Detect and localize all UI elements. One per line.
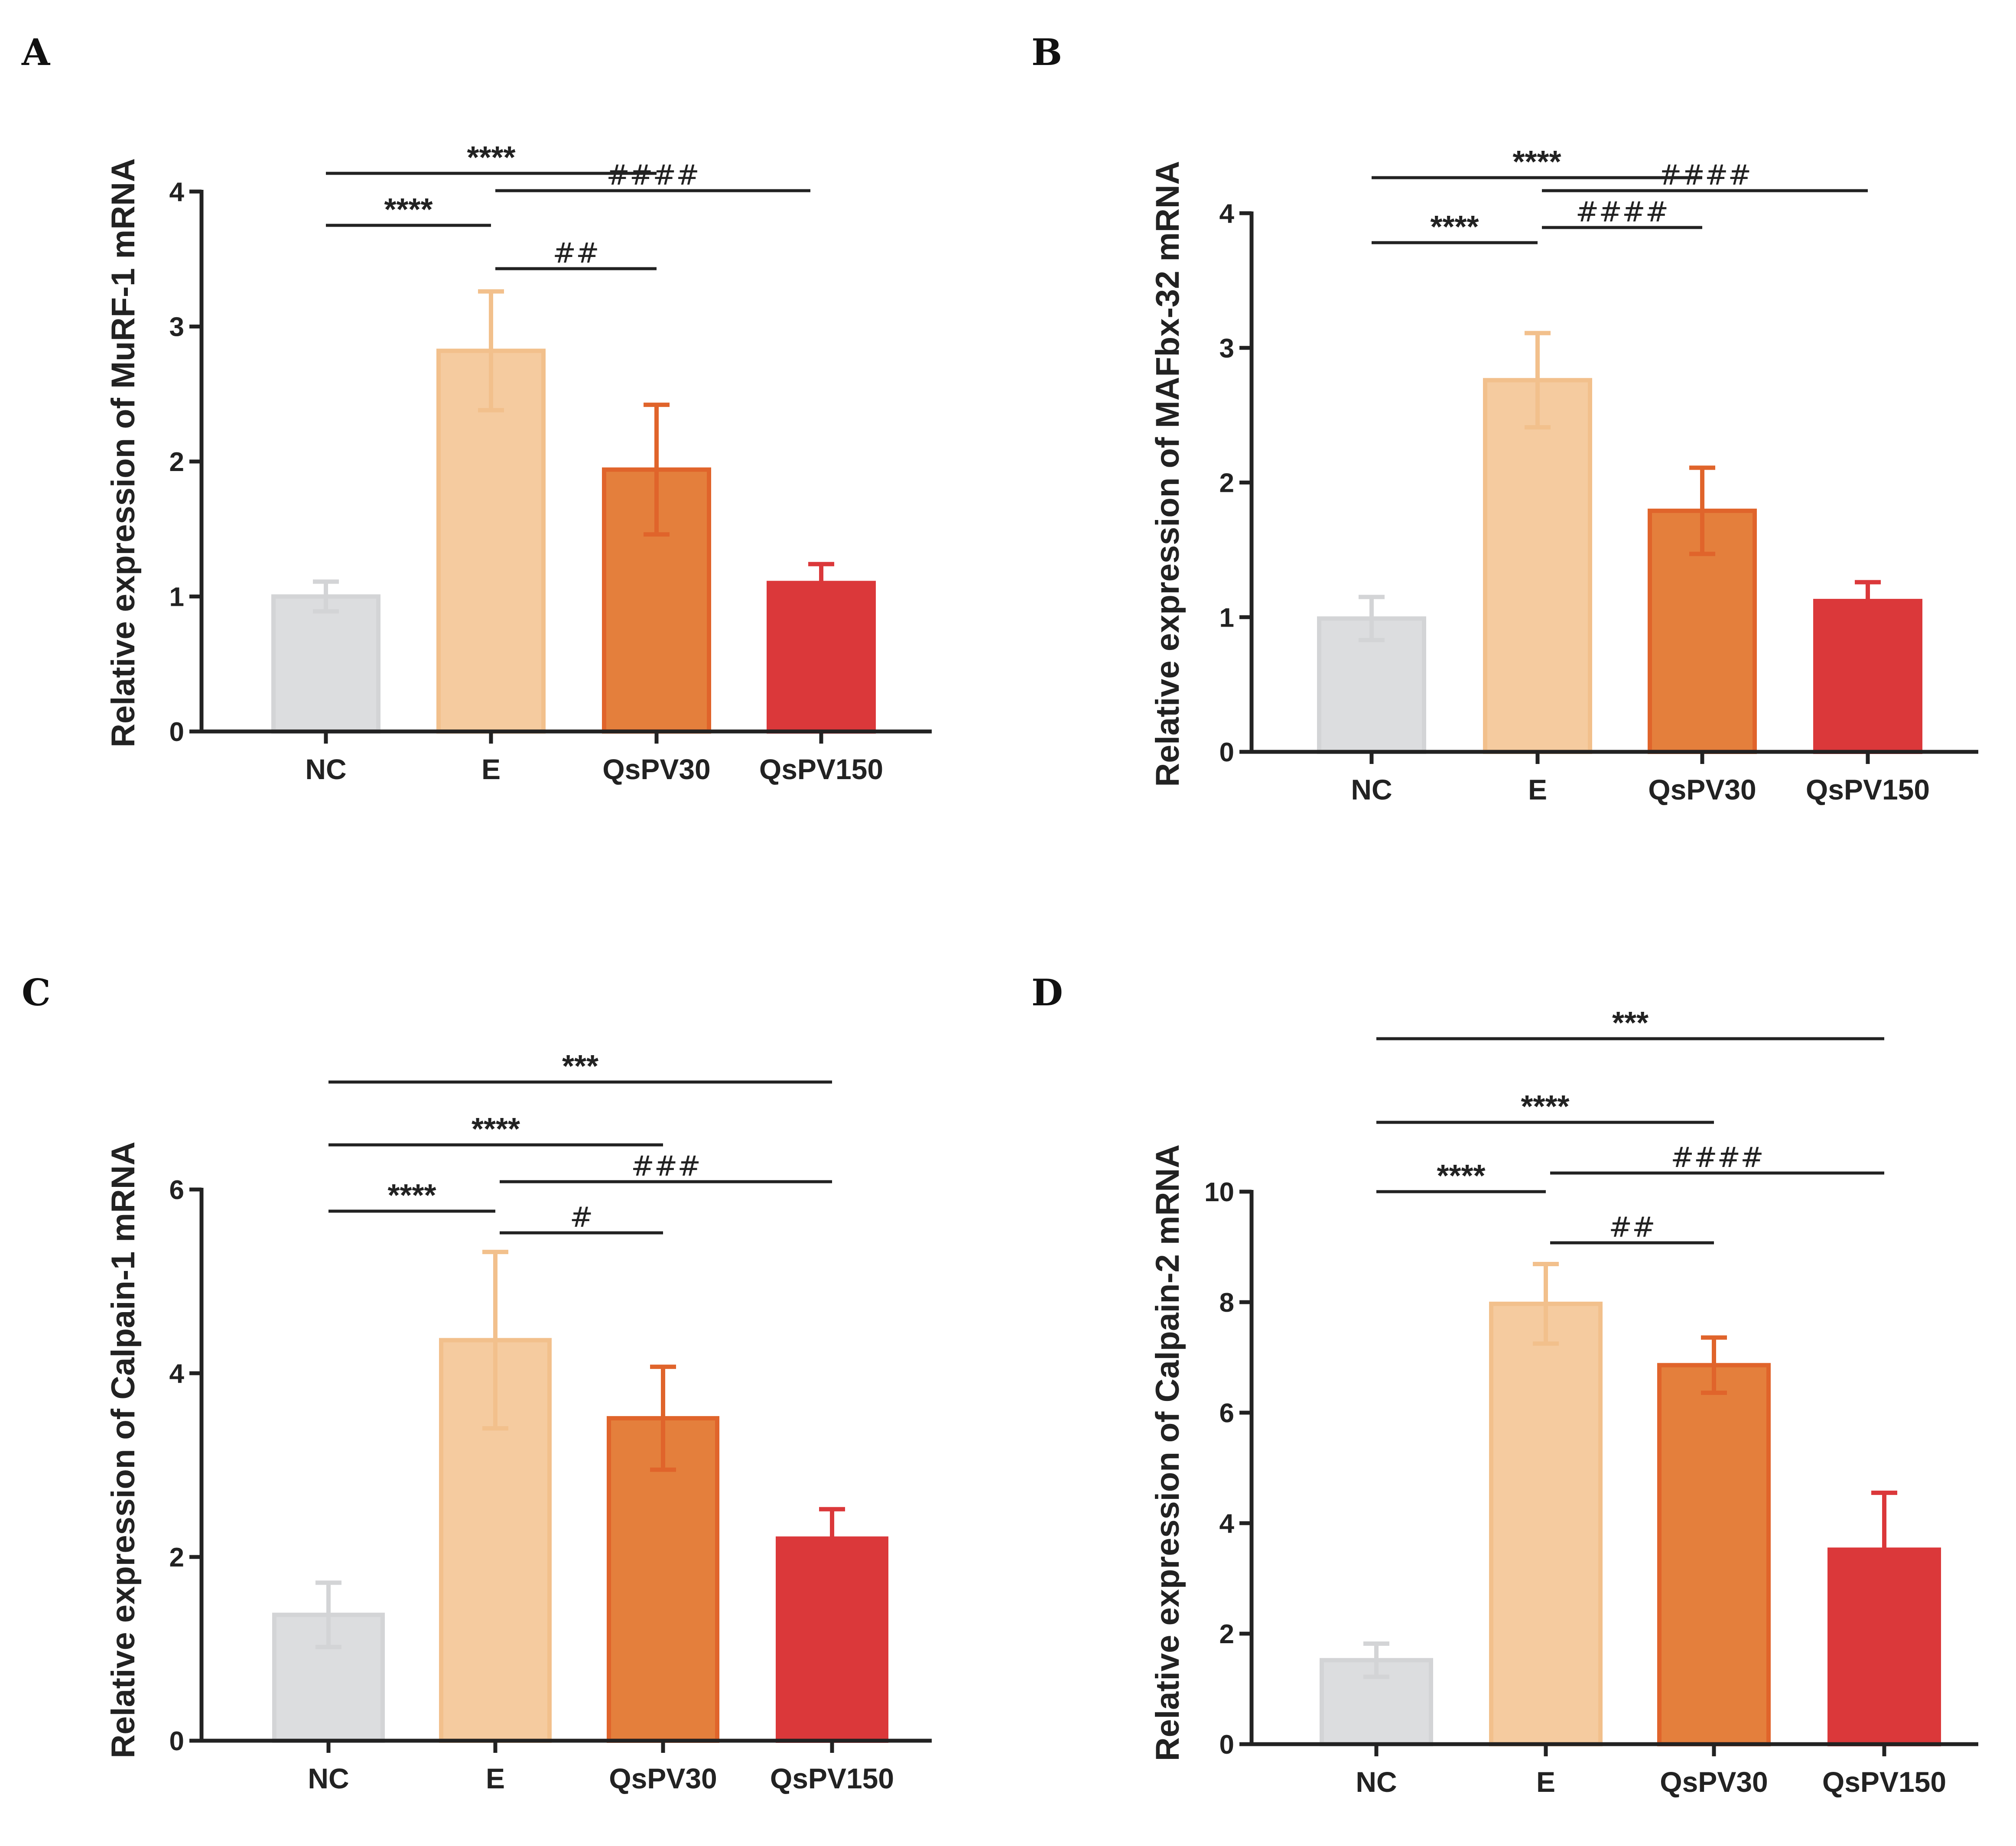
panel-d: D 0 2 4 6 8 10 NC E QsPV30 QsPV150 Relative express… (1031, 971, 1978, 1798)
y-axis-title: Relative expression of Calpain-1 mRNA (105, 1141, 142, 1758)
x-tick-label-qspv150: QsPV150 (1822, 1766, 1946, 1798)
significance-star-label: *** (562, 1049, 598, 1084)
error-bar-e (1525, 331, 1551, 430)
y-tick-label: 2 (1219, 1619, 1234, 1649)
y-axis-title: Relative expression of MAFbx-32 mRNA (1149, 161, 1186, 786)
x-tick-label-nc: NC (1351, 774, 1392, 806)
y-tick-label: 3 (169, 312, 184, 342)
error-bar-e (1533, 1262, 1559, 1346)
bar-e (1489, 1301, 1603, 1746)
y-tick-label: 1 (169, 582, 184, 612)
error-bar-qspv150 (819, 1507, 845, 1570)
y-tick-label: 4 (169, 177, 185, 207)
significance-hash-label: #### (1658, 159, 1752, 192)
bar-qspv150 (767, 581, 876, 734)
error-bar-qspv150 (1871, 1490, 1897, 1609)
significance-star-label: **** (1430, 210, 1479, 244)
significance-star-label: **** (387, 1178, 436, 1213)
significance-hash-label: ## (553, 237, 599, 270)
x-tick-label-e: E (1528, 774, 1547, 806)
x-tick-label-qspv30: QsPV30 (1660, 1766, 1768, 1798)
error-bar-e (482, 1250, 508, 1431)
bar-e (1483, 378, 1592, 754)
panel-letter: D (1031, 971, 1063, 1014)
bar-qspv150 (1813, 598, 1922, 754)
y-tick-label: 2 (169, 1543, 184, 1573)
panel-a: A 0 1 2 3 4 NC E QsPV30 QsPV150 Relative expressio… (21, 31, 932, 785)
significance-star-label: **** (1512, 145, 1561, 179)
error-bar-qspv30 (650, 1365, 676, 1472)
error-bar-qspv150 (808, 562, 834, 604)
x-tick-label-qspv150: QsPV150 (770, 1762, 894, 1794)
y-tick-label: 0 (1219, 738, 1234, 767)
significance-hash-label: ## (1609, 1212, 1655, 1244)
x-tick-label-qspv30: QsPV30 (602, 753, 711, 785)
x-tick-label-nc: NC (1356, 1766, 1397, 1798)
bar-qspv150 (776, 1536, 888, 1743)
y-axis-title: Relative expression of MuRF-1 mRNA (105, 158, 142, 748)
y-tick-label: 1 (1219, 603, 1234, 633)
error-bar-qspv150 (1855, 580, 1881, 622)
significance-hash-label: # (570, 1202, 593, 1234)
error-bar-qspv30 (1701, 1335, 1727, 1395)
panel-letter: B (1031, 31, 1062, 74)
y-tick-label: 4 (1219, 199, 1235, 229)
panel-letter: C (22, 971, 51, 1014)
significance-hash-label: #### (606, 159, 699, 192)
x-tick-label-e: E (486, 1762, 505, 1794)
y-tick-label: 10 (1204, 1177, 1234, 1207)
bar-e (436, 348, 546, 734)
y-tick-label: 0 (169, 717, 184, 747)
y-tick-label: 3 (1219, 334, 1234, 364)
error-bar-qspv30 (644, 403, 670, 537)
x-tick-label-qspv150: QsPV150 (759, 753, 883, 785)
error-bar-qspv30 (1689, 465, 1715, 556)
bar-qspv30 (607, 1416, 719, 1743)
significance-hash-label: #### (1671, 1142, 1764, 1174)
y-tick-label: 4 (169, 1359, 185, 1389)
y-tick-label: 6 (1219, 1398, 1234, 1428)
y-tick-label: 6 (169, 1175, 184, 1205)
x-tick-label-nc: NC (305, 753, 346, 785)
y-tick-label: 0 (1219, 1730, 1234, 1760)
y-tick-label: 2 (1219, 468, 1234, 498)
significance-star-label: **** (1521, 1089, 1569, 1124)
bar-nc (271, 594, 380, 734)
panel-c: C 0 2 4 6 NC E QsPV30 QsPV150 Relative expression… (22, 971, 932, 1794)
y-tick-label: 4 (1219, 1509, 1235, 1539)
significance-star-label: **** (1437, 1159, 1485, 1193)
y-tick-label: 0 (169, 1726, 184, 1756)
x-tick-label-e: E (481, 753, 501, 785)
x-tick-label-nc: NC (308, 1762, 349, 1794)
error-bar-e (478, 289, 504, 413)
x-tick-label-qspv30: QsPV30 (1648, 774, 1756, 806)
panel-b: B 0 1 2 3 4 NC E QsPV30 QsPV150 Relative expressio… (1031, 31, 1978, 806)
error-bar-nc (1363, 1641, 1389, 1679)
x-tick-label-qspv150: QsPV150 (1806, 774, 1930, 806)
x-tick-label-qspv30: QsPV30 (609, 1762, 717, 1794)
panel-letter: A (21, 31, 51, 74)
error-bar-nc (313, 579, 339, 614)
significance-star-label: **** (471, 1112, 520, 1147)
x-tick-label-e: E (1536, 1766, 1555, 1798)
y-tick-label: 8 (1219, 1288, 1234, 1318)
y-axis-title: Relative expression of Calpain-2 mRNA (1149, 1144, 1186, 1761)
significance-hash-label: ### (631, 1150, 701, 1183)
significance-star-label: **** (467, 140, 515, 175)
y-tick-label: 2 (169, 447, 184, 477)
bar-qspv30 (1657, 1363, 1771, 1747)
error-bar-nc (1359, 595, 1385, 643)
error-bar-nc (315, 1580, 341, 1649)
significance-hash-label: #### (1576, 196, 1669, 228)
significance-star-label: *** (1612, 1006, 1649, 1040)
significance-star-label: **** (384, 192, 432, 227)
